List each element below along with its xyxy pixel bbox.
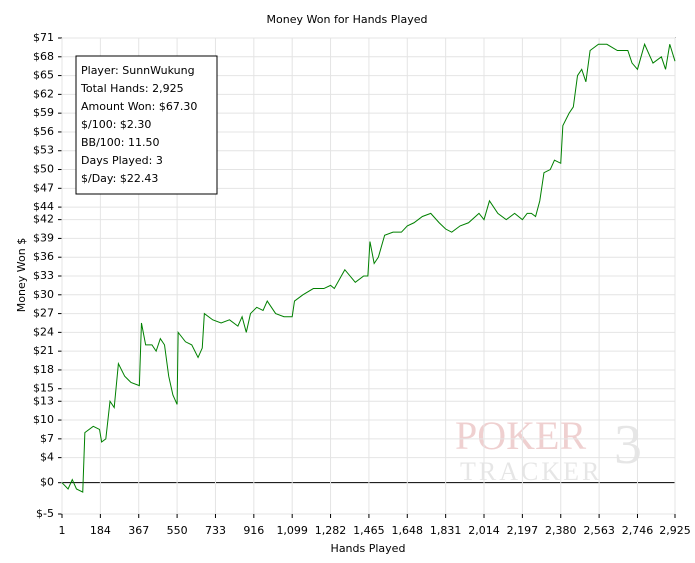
y-tick-label: $4 <box>40 451 54 464</box>
x-tick-label: 2,380 <box>545 524 577 537</box>
x-tick-label: 2,563 <box>583 524 615 537</box>
y-tick-label: $50 <box>33 163 54 176</box>
y-tick-label: $13 <box>33 394 54 407</box>
y-tick-label: $71 <box>33 31 54 44</box>
x-tick-label: 550 <box>167 524 188 537</box>
y-tick-label: $30 <box>33 288 54 301</box>
y-axis-label: Money Won $ <box>15 238 28 312</box>
y-tick-label: $62 <box>33 87 54 100</box>
x-tick-label: 184 <box>90 524 111 537</box>
info-row: Days Played: 3 <box>81 154 163 167</box>
y-tick-label: $47 <box>33 181 54 194</box>
y-tick-label: $59 <box>33 106 54 119</box>
x-tick-label: 1,465 <box>353 524 385 537</box>
x-tick-label: 1,282 <box>315 524 347 537</box>
watermark-text: POKER <box>455 413 586 458</box>
watermark: POKER TRACKER 3 <box>455 413 642 486</box>
x-tick-label: 1 <box>59 524 66 537</box>
y-tick-label: $42 <box>33 213 54 226</box>
y-tick-label: $39 <box>33 231 54 244</box>
x-tick-label: 367 <box>128 524 149 537</box>
watermark-text: TRACKER <box>460 457 602 486</box>
chart-title: Money Won for Hands Played <box>267 13 428 26</box>
x-tick-label: 1,648 <box>392 524 424 537</box>
y-tick-label: $65 <box>33 69 54 82</box>
y-tick-label: $0 <box>40 476 54 489</box>
y-tick-label: $68 <box>33 50 54 63</box>
line <box>61 42 676 493</box>
x-tick-label: 2,925 <box>659 524 691 537</box>
y-tick-label: $56 <box>33 125 54 138</box>
y-tick-label: $-5 <box>36 507 54 520</box>
x-tick-label: 2,014 <box>468 524 500 537</box>
info-row: $/100: $2.30 <box>81 118 151 131</box>
x-tick-label: 2,746 <box>622 524 654 537</box>
y-tick-label: $7 <box>40 432 54 445</box>
y-tick-label: $15 <box>33 382 54 395</box>
y-tick-label: $18 <box>33 363 54 376</box>
y-tick-label: $53 <box>33 144 54 157</box>
y-tick-label: $36 <box>33 250 54 263</box>
info-row: $/Day: $22.43 <box>81 172 158 185</box>
x-tick-label: 733 <box>205 524 226 537</box>
info-row: Total Hands: 2,925 <box>80 82 184 95</box>
x-axis-label: Hands Played <box>331 542 406 555</box>
info-row: Amount Won: $67.30 <box>81 100 197 113</box>
y-tick-label: $24 <box>33 325 54 338</box>
y-tick-label: $10 <box>33 413 54 426</box>
y-tick-label: $27 <box>33 307 54 320</box>
x-tick-label: 916 <box>243 524 264 537</box>
info-row: Player: SunnWukung <box>81 64 195 77</box>
y-tick-label: $44 <box>33 200 54 213</box>
x-tick-label: 2,197 <box>507 524 539 537</box>
info-row: BB/100: 11.50 <box>81 136 160 149</box>
y-tick-label: $21 <box>33 344 54 357</box>
x-tick-label: 1,099 <box>276 524 308 537</box>
x-tick-label: 1,831 <box>430 524 462 537</box>
info-box <box>75 55 218 195</box>
y-tick-label: $33 <box>33 269 54 282</box>
